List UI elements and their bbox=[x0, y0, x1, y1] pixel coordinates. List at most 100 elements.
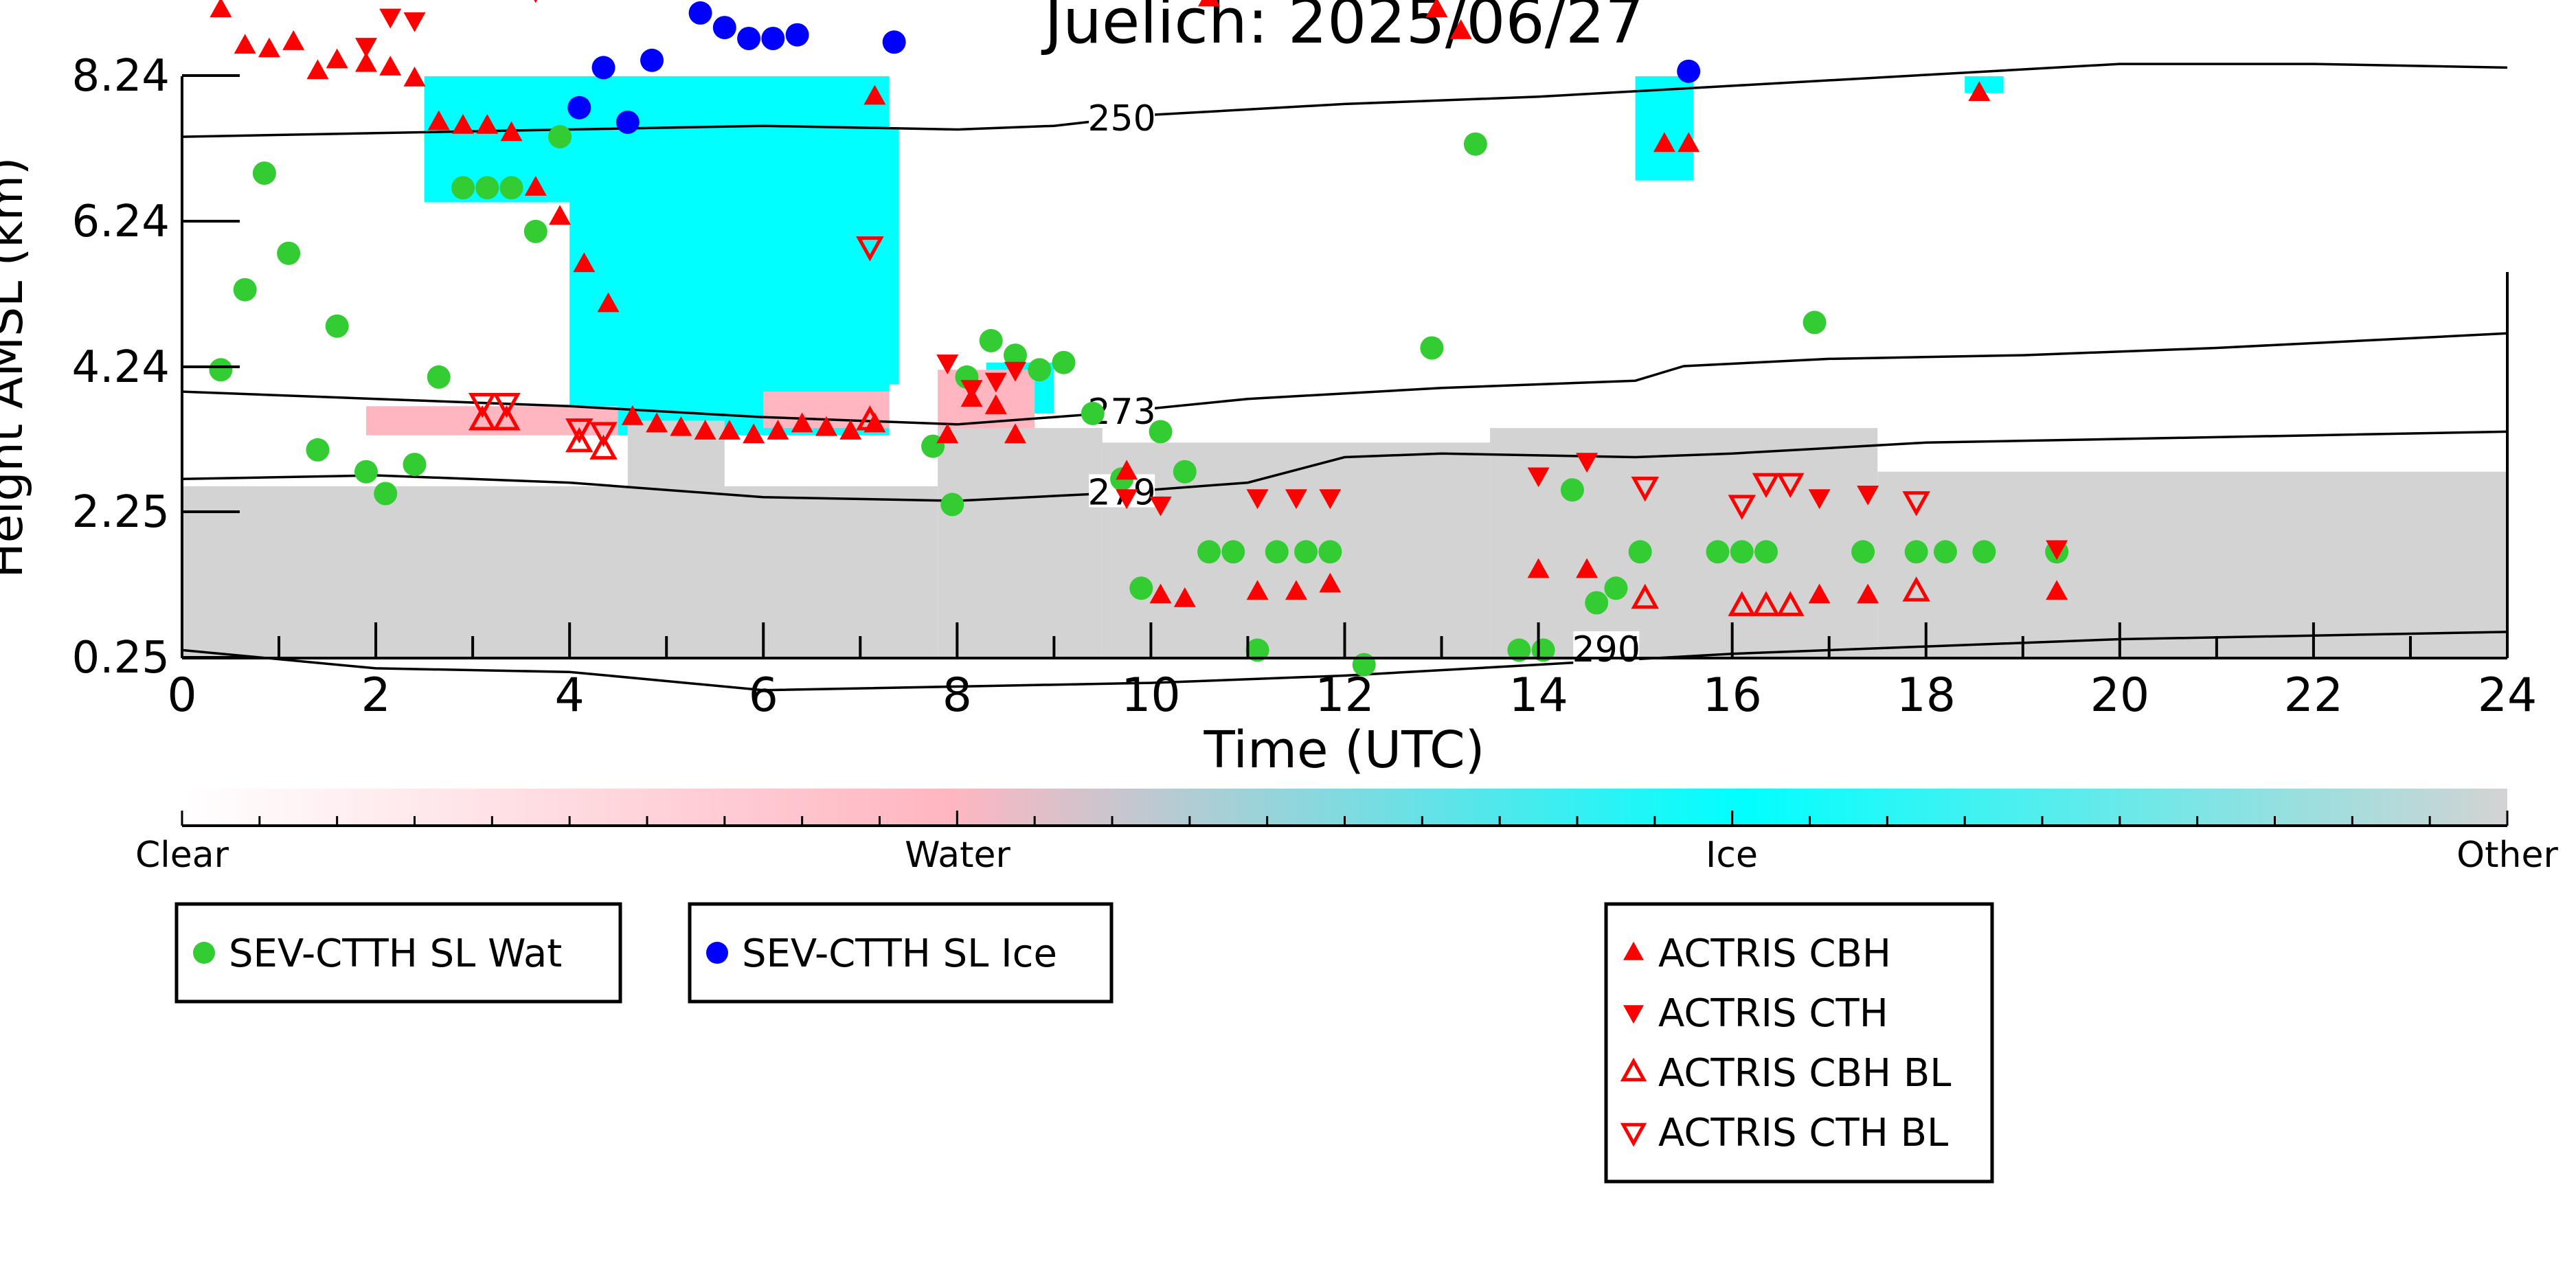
data-point-actris-cth-bl bbox=[1631, 476, 1659, 502]
data-point-actris-cbh bbox=[670, 416, 692, 436]
data-point-sev-ctth-sl-wat bbox=[523, 219, 547, 243]
data-point-actris-cbh bbox=[621, 405, 644, 425]
x-tick-label: 10 bbox=[1121, 668, 1181, 723]
legend-marker-actris-cth-bl bbox=[1620, 1122, 1647, 1147]
colorbar-label-other: Other bbox=[2456, 835, 2558, 876]
x-tick-label: 20 bbox=[2090, 668, 2150, 723]
series-actris-cth bbox=[354, 0, 2068, 561]
data-point-actris-cth bbox=[2046, 540, 2068, 561]
data-point-actris-cbh bbox=[1449, 19, 1472, 39]
data-point-sev-ctth-sl-wat bbox=[427, 365, 451, 389]
data-point-sev-ctth-sl-wat bbox=[548, 125, 572, 149]
data-point-sev-ctth-sl-wat bbox=[499, 176, 523, 200]
cloud-mask-region-other bbox=[182, 486, 938, 657]
data-point-actris-cth bbox=[1246, 489, 1269, 510]
x-tick-label: 16 bbox=[1702, 668, 1762, 723]
data-point-sev-ctth-sl-wat bbox=[354, 460, 378, 484]
data-point-sev-ctth-sl-wat bbox=[1028, 358, 1052, 382]
data-point-actris-cth bbox=[984, 372, 1007, 393]
data-point-sev-ctth-sl-ice bbox=[640, 48, 664, 72]
data-point-sev-ctth-sl-wat bbox=[1052, 350, 1076, 374]
data-point-actris-cth-bl bbox=[1776, 473, 1805, 499]
series-sev-ctth-sl-ice bbox=[567, 1, 1701, 134]
series-sev-ctth-sl-wat bbox=[209, 125, 2069, 677]
data-point-actris-cbh-bl bbox=[468, 405, 497, 431]
data-point-actris-cth-bl bbox=[856, 236, 884, 262]
data-point-actris-cbh bbox=[306, 59, 329, 80]
legend-marker-sev-ctth-sl-ice bbox=[706, 942, 728, 964]
data-point-actris-cbh bbox=[1808, 583, 1831, 604]
data-point-actris-cbh-bl bbox=[589, 434, 618, 460]
data-point-actris-cth-bl bbox=[589, 422, 618, 447]
data-point-actris-cbh bbox=[476, 113, 499, 134]
series-actris-cbh-bl bbox=[468, 405, 1930, 616]
cloud-mask-region-water bbox=[938, 370, 1035, 436]
data-point-actris-cbh bbox=[1677, 132, 1700, 152]
data-point-actris-cth-bl bbox=[1728, 495, 1756, 520]
data-point-actris-cbh bbox=[1319, 572, 1342, 593]
data-point-sev-ctth-sl-ice bbox=[591, 56, 615, 80]
data-point-actris-cbh bbox=[282, 30, 305, 50]
data-point-sev-ctth-sl-ice bbox=[737, 27, 761, 50]
data-point-sev-ctth-sl-wat bbox=[1149, 420, 1173, 444]
data-point-sev-ctth-sl-wat bbox=[1245, 638, 1269, 662]
data-point-actris-cbh bbox=[936, 423, 959, 444]
data-point-actris-cbh bbox=[791, 412, 813, 433]
data-point-actris-cbh bbox=[718, 420, 741, 440]
data-point-actris-cbh bbox=[1149, 583, 1172, 604]
legend-marker-actris-cbh bbox=[1623, 941, 1644, 960]
data-point-sev-ctth-sl-wat bbox=[1221, 540, 1245, 564]
legend-frame bbox=[1604, 902, 1994, 1184]
data-point-actris-cbh bbox=[1857, 583, 1879, 604]
data-point-sev-ctth-sl-ice bbox=[882, 30, 906, 54]
data-point-actris-cbh bbox=[1968, 81, 1991, 102]
data-point-sev-ctth-sl-wat bbox=[233, 278, 257, 302]
x-tick-label: 22 bbox=[2284, 668, 2344, 723]
x-tick-label: 18 bbox=[1896, 668, 1956, 723]
data-point-actris-cth bbox=[1576, 453, 1598, 473]
data-point-actris-cbh bbox=[326, 48, 348, 69]
data-point-sev-ctth-sl-wat bbox=[1560, 478, 1584, 502]
cloud-mask-region-other bbox=[1877, 471, 2507, 657]
data-point-actris-cbh-bl bbox=[493, 405, 521, 431]
legend-marker-actris-cth bbox=[1623, 1005, 1644, 1024]
data-point-sev-ctth-sl-wat bbox=[1933, 540, 1957, 564]
data-point-sev-ctth-sl-wat bbox=[1851, 540, 1875, 564]
series-actris-cth-bl bbox=[468, 236, 1930, 520]
data-point-sev-ctth-sl-wat bbox=[1585, 591, 1609, 615]
data-point-actris-cbh bbox=[767, 420, 789, 440]
data-point-sev-ctth-sl-wat bbox=[252, 161, 276, 185]
data-point-actris-cbh bbox=[1527, 558, 1550, 578]
data-point-sev-ctth-sl-wat bbox=[1129, 576, 1153, 600]
data-point-actris-cbh bbox=[234, 34, 256, 54]
cloud-mask-region-other bbox=[938, 428, 1103, 657]
data-point-actris-cbh bbox=[863, 84, 886, 105]
x-tick-label: 8 bbox=[942, 668, 972, 723]
colorbar-label-water: Water bbox=[905, 835, 1010, 876]
x-tick-label: 2 bbox=[361, 668, 390, 723]
data-point-actris-cth bbox=[936, 354, 959, 374]
data-point-sev-ctth-sl-wat bbox=[1604, 576, 1628, 600]
legend-marker-actris-cbh-bl bbox=[1620, 1057, 1647, 1082]
data-point-actris-cth-bl bbox=[1752, 473, 1781, 499]
y-tick-label: 2.25 bbox=[72, 487, 170, 538]
legend-marker-sev-ctth-sl-wat bbox=[193, 942, 215, 964]
data-point-sev-ctth-sl-wat bbox=[1173, 460, 1197, 484]
data-point-actris-cth bbox=[1285, 489, 1307, 510]
data-point-actris-cbh bbox=[1653, 132, 1675, 152]
data-point-actris-cbh bbox=[839, 420, 862, 440]
data-point-sev-ctth-sl-wat bbox=[1507, 638, 1531, 662]
x-tick-label: 14 bbox=[1509, 668, 1568, 723]
data-point-sev-ctth-sl-ice bbox=[688, 1, 712, 25]
legend-label-actris-cth-bl: ACTRIS CTH BL bbox=[1658, 1111, 1948, 1155]
data-point-actris-cbh bbox=[500, 121, 523, 142]
y-tick-label: 0.25 bbox=[72, 633, 170, 683]
data-point-sev-ctth-sl-wat bbox=[1318, 540, 1342, 564]
data-point-actris-cbh bbox=[1198, 0, 1221, 7]
x-tick-label: 6 bbox=[749, 668, 778, 723]
data-point-actris-cbh bbox=[743, 423, 765, 444]
x-tick-label: 12 bbox=[1315, 668, 1375, 723]
data-point-actris-cth bbox=[1527, 467, 1550, 488]
x-tick-label: 0 bbox=[167, 668, 196, 723]
